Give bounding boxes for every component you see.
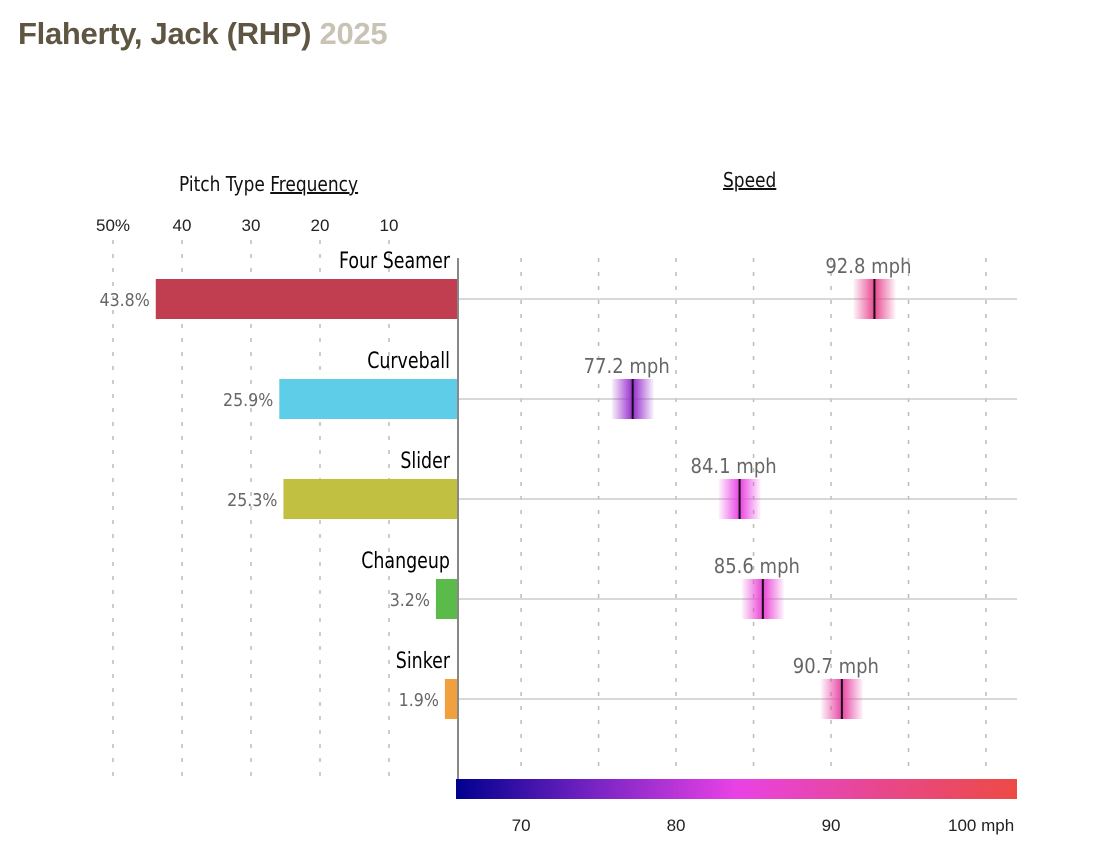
pitch-row: Curveball 25.9% 77.2 mph [223,348,1017,419]
frequency-bar[interactable] [435,579,458,619]
frequency-bar[interactable] [155,279,458,319]
speed-tick-label: 80 [667,816,686,835]
pitch-name: Sinker [396,648,451,673]
pitch-row: Changeup 3.2% 85.6 mph [361,548,1017,619]
speed-header: Speed [723,168,776,192]
pitch-name: Curveball [367,348,450,373]
frequency-bar[interactable] [283,479,458,519]
speed-tick-label: 100 mph [948,816,1014,835]
pitch-name: Four Seamer [339,248,450,273]
speed-value-label: 77.2 mph [584,355,670,378]
speed-value-label: 90.7 mph [793,655,879,678]
frequency-header: Pitch Type Frequency [179,172,358,196]
speed-gridlines [520,258,987,776]
pitch-name: Slider [400,448,450,473]
pitch-row: Sinker 1.9% 90.7 mph [396,648,1017,719]
frequency-header-link[interactable]: Frequency [270,172,359,196]
frequency-value-label: 43.8% [100,289,150,310]
frequency-tick-label: 10 [380,216,399,235]
speed-value-label: 92.8 mph [825,255,911,278]
frequency-tick-label: 20 [311,216,330,235]
speed-value-label: 84.1 mph [691,455,777,478]
speed-value-label: 85.6 mph [714,555,800,578]
frequency-value-label: 1.9% [399,689,439,710]
speed-tick-label: 90 [822,816,841,835]
page-title: Flaherty, Jack (RHP) 2025 [18,16,388,52]
frequency-value-label: 25.9% [223,389,273,410]
frequency-value-label: 25.3% [227,489,277,510]
frequency-header-prefix: Pitch Type [179,172,265,196]
speed-colorscale-bar [456,779,1017,799]
frequency-tick-label: 40 [173,216,192,235]
pitch-rows: Four Seamer 43.8% 92.8 mph Curveball 25.9% 77… [100,248,1017,719]
speed-header-link[interactable]: Speed [723,168,777,192]
frequency-tick-label: 50% [96,216,130,235]
frequency-value-label: 3.2% [390,589,430,610]
pitch-row: Four Seamer 43.8% 92.8 mph [100,248,1017,319]
frequency-bar[interactable] [279,379,458,419]
frequency-bar[interactable] [444,679,458,719]
frequency-tick-label: 30 [242,216,261,235]
speed-tick-labels: 70 80 90 100 mph [512,816,1015,835]
speed-tick-label: 70 [512,816,531,835]
pitch-name: Changeup [361,548,450,573]
player-name: Flaherty, Jack (RHP) [18,16,312,51]
pitch-row: Slider 25.3% 84.1 mph [227,448,1017,519]
season-year: 2025 [319,16,388,51]
frequency-tick-labels: 50% 40 30 20 10 [96,216,398,235]
